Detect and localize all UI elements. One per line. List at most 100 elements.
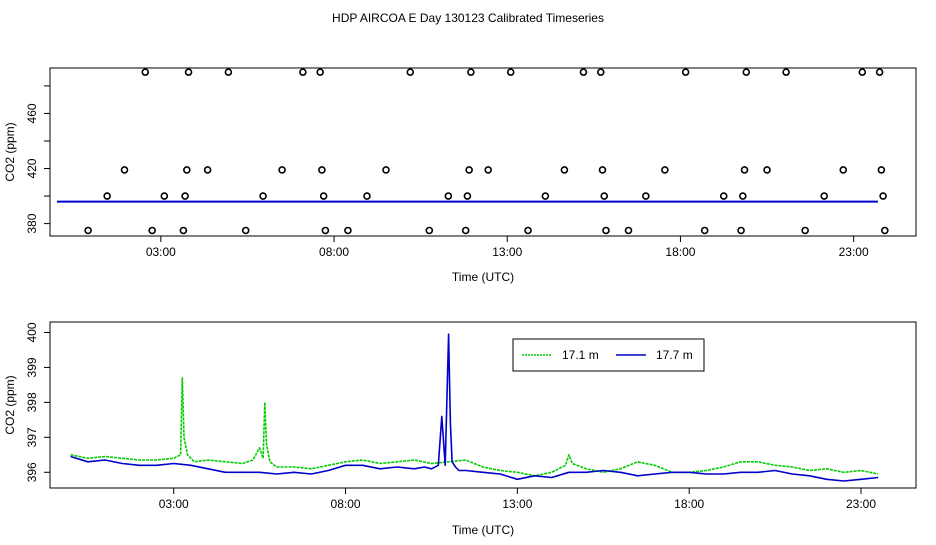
bottom-y-axis-label: CO2 (ppm) [3, 375, 17, 434]
top-scatter-points [84, 68, 889, 235]
data-point [179, 226, 188, 235]
y-tick-label: 397 [25, 427, 39, 447]
data-point [203, 166, 212, 174]
data-point [737, 226, 745, 235]
data-point [877, 166, 886, 174]
data-point [820, 192, 829, 200]
y-tick-label: 460 [25, 103, 39, 123]
x-tick-label: 03:00 [146, 245, 176, 259]
data-point [506, 68, 515, 76]
bottom-x-axis: 03:00 08:00 13:00 18:00 23:00 [159, 488, 876, 511]
data-point [363, 192, 371, 200]
data-point [316, 68, 324, 76]
data-point [858, 68, 867, 76]
data-point [624, 226, 633, 235]
data-point [181, 192, 189, 200]
data-point [319, 192, 328, 200]
data-point [879, 192, 887, 200]
data-point [602, 226, 610, 235]
data-point [344, 226, 352, 235]
series-line-17-7m [70, 333, 879, 482]
data-point [642, 192, 650, 200]
top-y-axis-label: CO2 (ppm) [3, 122, 17, 181]
data-point [461, 226, 470, 235]
data-point [560, 166, 569, 174]
bottom-x-axis-label: Time (UTC) [452, 523, 514, 537]
data-point [444, 192, 453, 200]
x-tick-label: 03:00 [159, 497, 189, 511]
top-plot-frame [49, 67, 917, 237]
series-line-17-1m [70, 377, 879, 477]
x-tick-label: 18:00 [665, 245, 695, 259]
data-point [681, 68, 690, 76]
data-point [600, 192, 609, 200]
figure-title: HDP AIRCOA E Day 130123 Calibrated Times… [332, 11, 604, 25]
data-point [524, 226, 532, 235]
data-point [84, 226, 92, 235]
x-tick-label: 23:00 [839, 245, 869, 259]
y-tick-label: 420 [25, 158, 39, 178]
y-tick-label: 396 [25, 462, 39, 482]
data-point [742, 68, 751, 76]
data-point [839, 166, 848, 174]
data-point [103, 192, 111, 200]
data-point [299, 68, 307, 76]
top-x-axis-label: Time (UTC) [452, 270, 514, 284]
data-point [321, 226, 330, 235]
data-point [700, 226, 709, 235]
bottom-series-lines [70, 333, 879, 482]
data-point [463, 192, 472, 200]
data-point [738, 192, 747, 200]
x-tick-label: 08:00 [331, 497, 361, 511]
data-point [148, 226, 156, 235]
y-tick-label: 380 [25, 213, 39, 233]
data-point [259, 192, 267, 200]
data-point [120, 166, 129, 174]
data-point [875, 68, 884, 76]
x-tick-label: 13:00 [492, 245, 522, 259]
top-x-axis: 03:00 08:00 13:00 18:00 23:00 [146, 236, 869, 259]
data-point [224, 68, 233, 76]
data-point [278, 166, 286, 174]
data-point [184, 68, 193, 76]
x-tick-label: 13:00 [502, 497, 532, 511]
data-point [598, 166, 607, 174]
data-point [467, 68, 475, 76]
data-point [801, 226, 809, 235]
legend-label-17-1m: 17.1 m [562, 348, 599, 362]
x-tick-label: 23:00 [846, 497, 876, 511]
bottom-plot-frame [49, 321, 917, 489]
legend: 17.1 m 17.7 m [512, 338, 705, 372]
y-tick-label: 399 [25, 357, 39, 377]
data-point [661, 166, 669, 174]
data-point [318, 166, 326, 174]
data-point [541, 192, 550, 200]
data-point [406, 68, 415, 76]
y-tick-label: 400 [25, 322, 39, 342]
data-point [382, 166, 390, 174]
bottom-line-panel: 03:00 08:00 13:00 18:00 23:00 396 397 398 399 40… [3, 321, 917, 537]
data-point [484, 166, 492, 174]
x-tick-label: 18:00 [674, 497, 704, 511]
data-point [782, 68, 790, 76]
data-point [141, 68, 150, 76]
x-tick-label: 08:00 [319, 245, 349, 259]
data-point [763, 166, 771, 174]
data-point [241, 226, 250, 235]
top-scatter-panel: 03:00 08:00 13:00 18:00 23:00 380 420 460 Time… [3, 67, 917, 284]
top-y-axis: 380 420 460 [25, 85, 50, 234]
data-point [596, 68, 605, 76]
data-point [425, 226, 434, 235]
legend-label-17-7m: 17.7 m [656, 348, 693, 362]
data-point [465, 166, 473, 174]
data-point [719, 192, 728, 200]
data-point [881, 226, 889, 235]
data-point [160, 192, 169, 200]
y-tick-label: 398 [25, 392, 39, 412]
bottom-y-axis: 396 397 398 399 400 [25, 322, 50, 482]
data-point [579, 68, 588, 76]
data-point [740, 166, 749, 174]
data-point [183, 166, 191, 174]
